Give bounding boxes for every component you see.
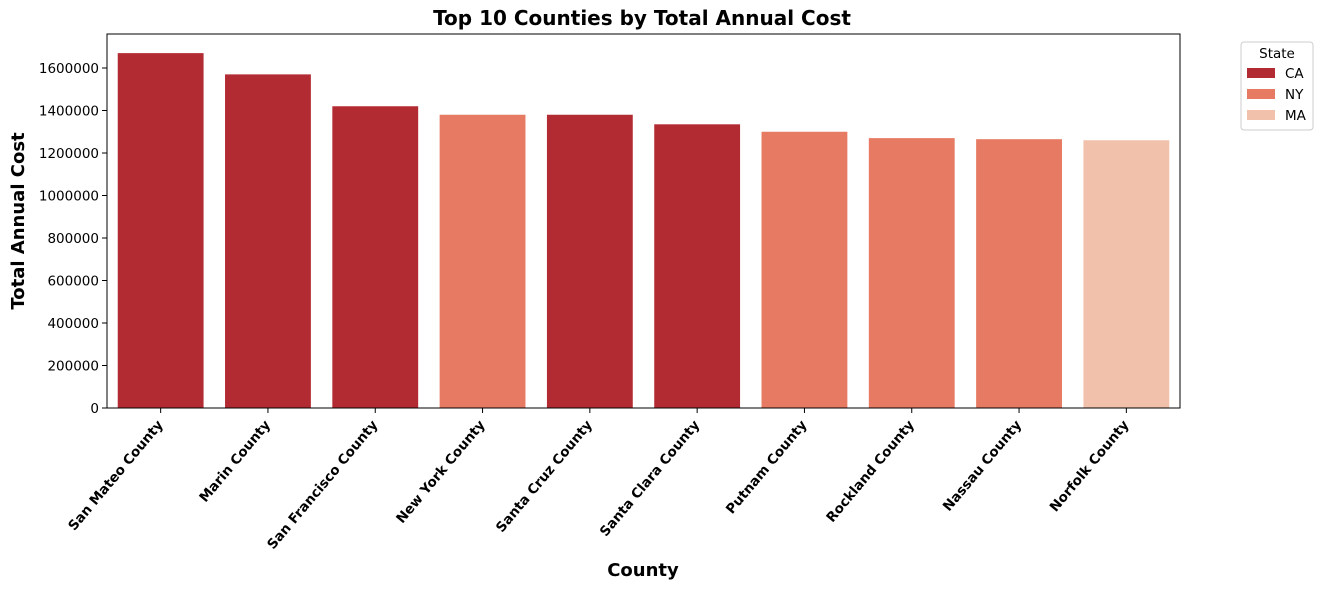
legend-title: State xyxy=(1259,46,1295,62)
chart-title: Top 10 Counties by Total Annual Cost xyxy=(433,6,851,30)
y-tick-label: 200000 xyxy=(47,359,99,375)
x-tick-label: Rockland County xyxy=(823,417,918,526)
legend-label-ny: NY xyxy=(1285,87,1304,103)
x-tick-label: San Mateo County xyxy=(65,417,167,534)
x-tick-label: San Francisco County xyxy=(264,417,381,552)
bar-santa-clara-county xyxy=(654,124,741,408)
x-tick-label: Putnam County xyxy=(723,417,811,517)
legend-frame xyxy=(1240,41,1314,131)
bar-nassau-county xyxy=(976,139,1062,408)
bar-rockland-county xyxy=(868,138,955,409)
plot-area: 0 200000 400000 600000 800000 1000000 1200000 1… xyxy=(39,33,1181,553)
y-tick-label: 1400000 xyxy=(39,104,99,120)
bar-norfolk-county xyxy=(1083,140,1170,408)
bar-marin-county xyxy=(225,74,311,409)
x-tick-label: Nassau County xyxy=(940,417,1025,514)
x-tick-label: Santa Cruz County xyxy=(493,417,596,536)
legend-swatch-ny xyxy=(1247,89,1275,99)
legend-swatch-ca xyxy=(1247,68,1275,78)
legend-label-ca: CA xyxy=(1285,66,1304,82)
x-tick-label: Marin County xyxy=(196,417,274,505)
y-tick-label: 1000000 xyxy=(39,189,99,205)
bar-new-york-county xyxy=(439,114,526,408)
y-tick-label: 800000 xyxy=(47,231,99,247)
legend-swatch-ma xyxy=(1247,110,1275,120)
x-tick-label: Santa Clara County xyxy=(597,417,704,540)
x-tick-label: Norfolk County xyxy=(1047,417,1133,515)
y-tick-label: 0 xyxy=(90,401,99,417)
bar-santa-cruz-county xyxy=(546,114,633,408)
axes-frame xyxy=(106,33,1181,409)
bar-san-mateo-county xyxy=(117,53,204,409)
y-tick-label: 400000 xyxy=(47,316,99,332)
bar-putnam-county xyxy=(761,131,848,408)
x-axis-label: County xyxy=(607,560,679,581)
x-tick-label: New York County xyxy=(393,417,489,527)
y-tick-label: 1200000 xyxy=(39,146,99,162)
bar-san-francisco-county xyxy=(332,106,419,408)
y-tick-label: 1600000 xyxy=(39,61,99,77)
legend: State CA NY MA xyxy=(1240,41,1314,131)
y-tick-label: 600000 xyxy=(47,274,99,290)
legend-label-ma: MA xyxy=(1285,108,1307,124)
y-axis-label: Total Annual Cost xyxy=(8,132,29,310)
legend-entries: CA NY MA xyxy=(1247,66,1307,124)
